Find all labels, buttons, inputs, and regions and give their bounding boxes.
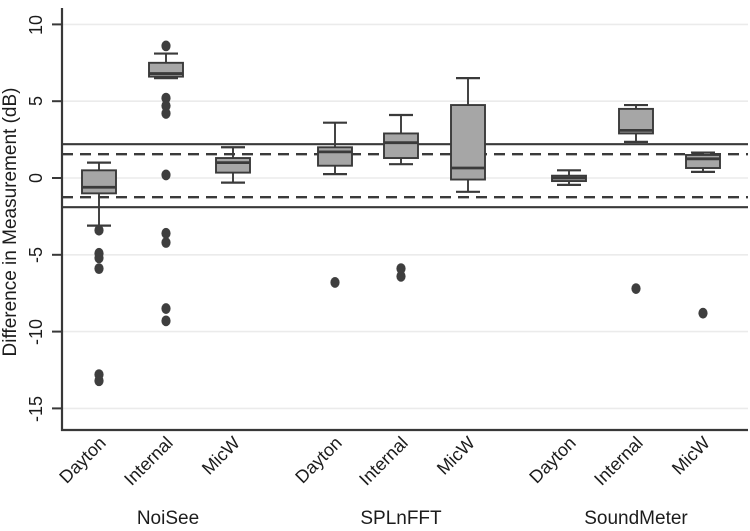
box-SPLnFFT-Internal (383, 132, 419, 159)
y-tick-label--10: -10 (26, 319, 46, 345)
x-label-noisee-internal: Internal (120, 433, 177, 490)
x-label-soundmeter-dayton: Dayton (525, 433, 579, 487)
x-label-noisee-micw: MicW (198, 433, 244, 479)
y-tick-label--5: -5 (26, 247, 46, 263)
group-label-noisee: NoiSee (137, 508, 199, 529)
x-label-soundmeter-micw: MicW (668, 433, 714, 479)
x-label-soundmeter-internal: Internal (590, 433, 647, 490)
outlier-dot-SPLnFFT-Internal (396, 263, 406, 275)
plot-shapes (52, 8, 748, 432)
outlier-dot-SoundMeter-Internal (631, 283, 641, 294)
x-label-splnfft-dayton: Dayton (291, 433, 345, 487)
outlier-dot-NoiSee-Dayton (94, 375, 104, 387)
group-label-splnfft: SPLnFFT (360, 508, 442, 529)
x-label-noisee-dayton: Dayton (55, 433, 109, 487)
outlier-dot-NoiSee-Dayton (94, 224, 104, 236)
x-label-splnfft-micw: MicW (433, 433, 479, 479)
y-tick-label-0: 0 (26, 173, 46, 183)
y-tick-label--15: -15 (26, 396, 46, 422)
box-NoiSee-MicW (215, 157, 251, 174)
outlier-dot-NoiSee-Dayton (94, 263, 104, 275)
outlier-dot-NoiSee-Internal (161, 169, 171, 181)
y-axis-title: Difference in Measurement (dB) (0, 88, 21, 357)
outlier-dot-SoundMeter-MicW (698, 307, 708, 319)
box-NoiSee-Dayton (81, 169, 117, 195)
outlier-dot-NoiSee-Internal (161, 108, 171, 119)
group-label-soundmeter: SoundMeter (584, 508, 688, 529)
outlier-dot-NoiSee-Internal (161, 40, 171, 52)
outlier-dot-NoiSee-Internal (161, 227, 171, 239)
outlier-dot-NoiSee-Internal (161, 315, 171, 327)
x-label-splnfft-internal: Internal (355, 433, 412, 490)
outlier-dot-SPLnFFT-Dayton (330, 277, 340, 288)
outlier-dot-NoiSee-Internal (161, 92, 171, 104)
outlier-dot-NoiSee-Dayton (94, 252, 104, 264)
outlier-dot-NoiSee-Internal (161, 100, 171, 112)
outlier-dot-NoiSee-Internal (161, 303, 171, 314)
outlier-dot-NoiSee-Internal (161, 237, 171, 248)
y-tick-label-10: 10 (26, 15, 46, 35)
outlier-dot-SPLnFFT-Internal (396, 270, 406, 282)
y-tick-label-5: 5 (26, 96, 46, 106)
box-SPLnFFT-Dayton (317, 146, 353, 167)
box-SoundMeter-MicW (685, 154, 721, 169)
